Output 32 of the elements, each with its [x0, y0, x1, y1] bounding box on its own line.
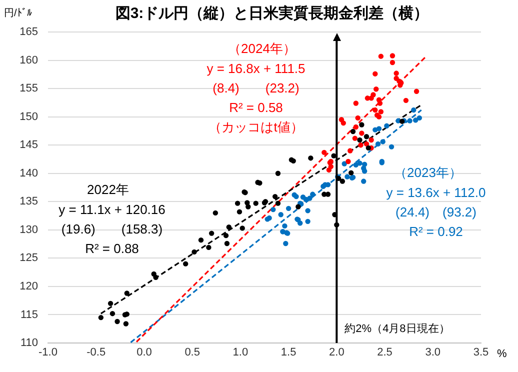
y-tick-label: 130: [20, 224, 38, 236]
y-tick-label: 165: [20, 26, 38, 38]
text: y = 16.8x + 111.5 (8.4) (23.2) R² = 0.58 （カッコはt値）: [206, 61, 306, 135]
y-axis-title: 円/ﾄﾞﾙ: [4, 6, 32, 19]
x-tick-label: 2.0: [329, 346, 344, 359]
y-tick-label: 145: [20, 139, 38, 152]
text: 2022年: [87, 182, 129, 198]
ref-line-label: 約2%（4月8日現在）: [344, 323, 450, 336]
x-tick-label: 3.0: [425, 346, 441, 359]
x-axis-title: %: [497, 348, 507, 360]
chart-title: 図3:ドル円（縦）と日米実質長期金利差（横）: [115, 4, 429, 22]
x-tick-label: 0.5: [184, 346, 200, 359]
series-label: y = 11.1x + 120.16 (19.6) (158.3) R² = 0.88: [58, 202, 166, 256]
text: y = 13.6x + 112.0 (24.4) (93.2) R² = 0.92: [386, 185, 486, 240]
x-tick-label: -1.0: [38, 346, 58, 359]
y-tick-label: 135: [20, 196, 38, 208]
y-tick-label: 120: [20, 280, 38, 292]
x-tick-label: 1.0: [232, 346, 248, 359]
y-tick-label: 155: [20, 82, 38, 95]
y-tick-label: 160: [20, 54, 38, 66]
y-tick-label: 150: [20, 110, 38, 123]
text: （2024年）: [228, 41, 296, 56]
y-tick-label: 125: [20, 252, 38, 264]
x-tick-label: 1.5: [280, 346, 296, 359]
x-tick-label: 0.0: [136, 346, 152, 359]
y-tick-label: 110: [20, 337, 38, 350]
y-tick-label: 115: [20, 308, 38, 321]
x-tick-label: -0.5: [86, 346, 106, 359]
y-tick-label: 140: [20, 167, 38, 180]
x-tick-label: 3.5: [473, 346, 489, 359]
series-label: （2023年）: [394, 165, 462, 180]
x-tick-label: 2.5: [377, 346, 392, 359]
